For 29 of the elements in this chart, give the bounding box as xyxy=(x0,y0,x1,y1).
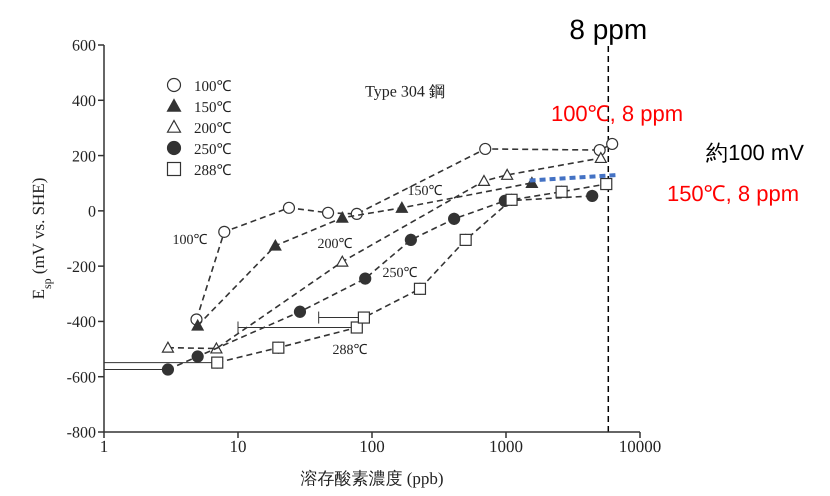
y-tick-label: 200 xyxy=(72,148,96,166)
annotation: 150℃ xyxy=(408,183,442,200)
x-tick-label: 10000 xyxy=(618,437,662,456)
y-tick-label: -600 xyxy=(66,369,96,386)
y-tick-label: 400 xyxy=(72,92,96,110)
text: 約100 mV xyxy=(706,139,804,167)
annotation: 200℃ xyxy=(318,236,352,253)
annotation: 288℃ xyxy=(332,342,368,359)
legend-label: 250℃ xyxy=(194,140,232,158)
legend-label: 150℃ xyxy=(194,98,232,116)
annotation: Type 304 鋼 xyxy=(365,82,445,102)
ref-line-label: 8 ppm xyxy=(569,14,648,45)
x-tick-label: 1 xyxy=(100,437,108,456)
y-tick-label: 0 xyxy=(88,204,96,221)
x-tick-label: 10 xyxy=(230,437,246,456)
y-tick-label: 600 xyxy=(72,38,96,55)
legend-label: 288℃ xyxy=(194,162,232,180)
y-tick-label: -400 xyxy=(66,314,96,332)
legend-label: 100℃ xyxy=(194,78,232,96)
annotation: 100℃ xyxy=(172,232,208,249)
x-tick-label: 100 xyxy=(359,437,385,456)
y-tick-label: -800 xyxy=(66,424,96,442)
legend-label: 200℃ xyxy=(194,120,232,138)
x-axis-title: 溶存酸素濃度 (ppb) xyxy=(300,469,444,488)
x-tick-label: 1000 xyxy=(489,437,523,456)
text: 150℃, 8 ppm xyxy=(666,180,800,207)
annotation: 250℃ xyxy=(382,265,418,282)
y-tick-label: -200 xyxy=(66,258,96,276)
annotation: 100℃, 8 ppm xyxy=(550,100,684,127)
